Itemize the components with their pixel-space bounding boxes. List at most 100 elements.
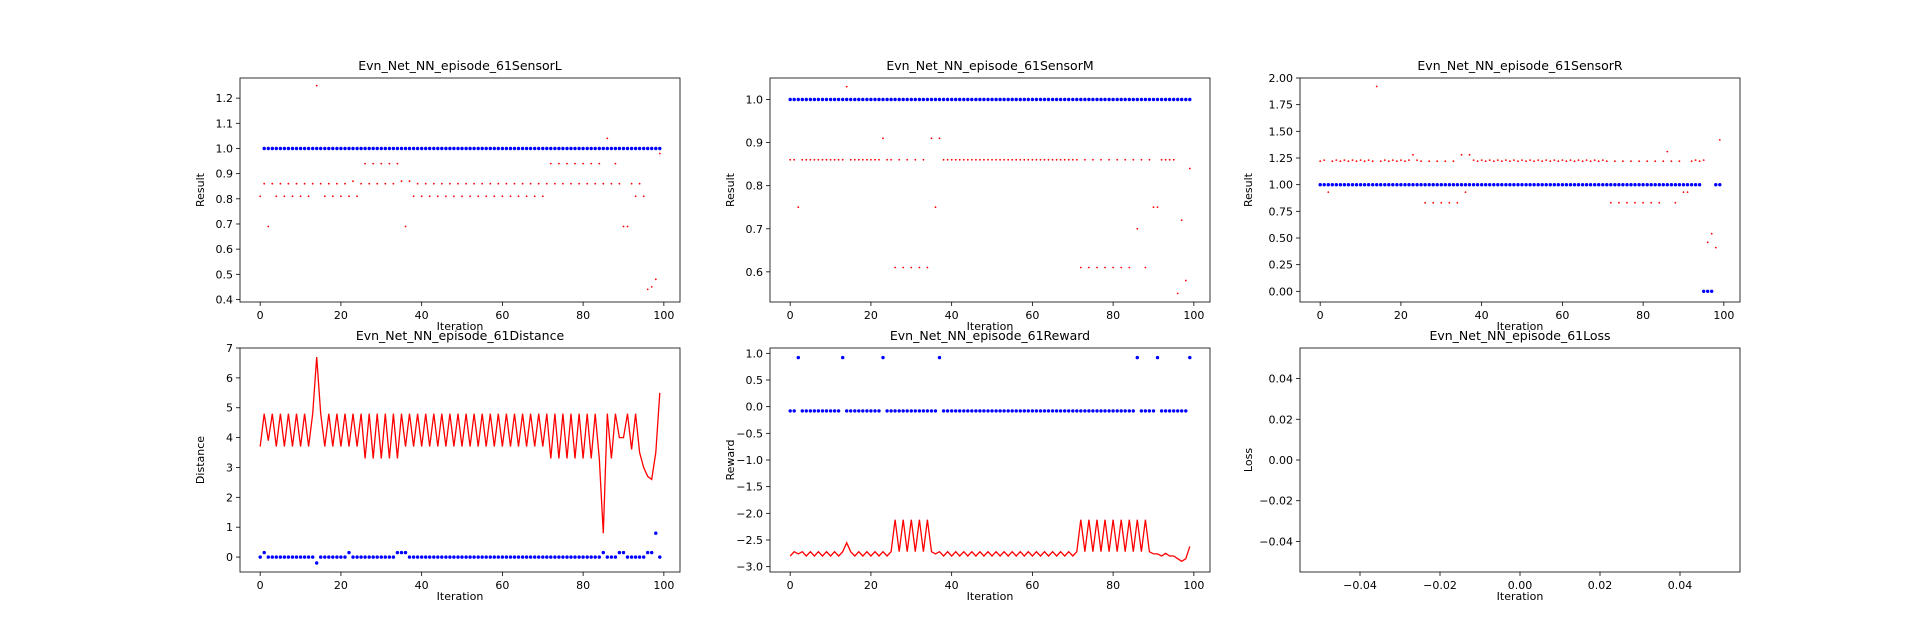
data-point <box>1115 97 1119 102</box>
data-point <box>371 555 375 559</box>
data-point <box>1513 159 1515 162</box>
data-point <box>837 158 840 161</box>
data-point <box>1088 266 1090 269</box>
data-point <box>788 409 792 413</box>
data-point <box>363 555 367 559</box>
data-point <box>1055 158 1058 161</box>
data-point <box>533 195 536 198</box>
data-point <box>1533 160 1535 163</box>
data-point <box>832 97 837 102</box>
data-point <box>918 266 921 269</box>
data-point <box>1626 201 1628 204</box>
y-axis-label: Result <box>724 172 737 207</box>
data-point <box>610 182 613 185</box>
data-point <box>958 97 962 102</box>
data-point <box>1031 158 1034 161</box>
data-point <box>1662 160 1665 163</box>
data-point <box>465 182 467 185</box>
data-point <box>861 97 865 102</box>
data-point <box>873 409 877 413</box>
data-point <box>1588 183 1593 187</box>
data-point <box>885 97 889 102</box>
data-point <box>323 195 326 198</box>
data-point <box>1180 219 1183 222</box>
data-point <box>403 146 408 151</box>
data-point <box>1079 97 1083 102</box>
data-point <box>1131 409 1136 413</box>
y-tick-label: −2.0 <box>736 507 763 520</box>
data-point <box>1111 97 1115 102</box>
data-point <box>424 555 428 559</box>
y-tick-label: 6 <box>226 372 233 385</box>
data-point <box>1006 409 1010 413</box>
data-point <box>1335 159 1338 162</box>
data-point <box>925 97 930 102</box>
y-tick-label: 0.5 <box>746 374 764 387</box>
data-point <box>609 555 614 559</box>
data-point <box>857 158 860 161</box>
y-axis-label: Result <box>1242 172 1255 207</box>
data-point <box>890 158 892 161</box>
data-point <box>298 146 303 151</box>
data-point <box>508 555 513 559</box>
data-point <box>1391 159 1394 162</box>
data-point <box>613 146 618 151</box>
x-axis-label: Iteration <box>967 590 1014 603</box>
x-tick-label: 80 <box>1636 309 1650 322</box>
data-point <box>283 195 286 198</box>
data-point <box>1654 160 1657 163</box>
data-point <box>937 355 942 360</box>
data-point <box>508 146 513 151</box>
y-tick-label: 0.6 <box>746 266 764 279</box>
data-point <box>1018 409 1022 413</box>
data-point <box>921 97 926 102</box>
data-point <box>1496 183 1500 187</box>
data-point <box>282 146 287 151</box>
data-point <box>1006 97 1010 102</box>
data-point <box>1188 97 1192 102</box>
data-point <box>472 555 476 559</box>
data-point <box>933 409 938 413</box>
data-point <box>528 555 533 559</box>
data-point <box>998 409 1002 413</box>
data-point <box>922 158 925 161</box>
data-point <box>424 146 428 151</box>
data-point <box>1521 159 1523 162</box>
data-point <box>824 409 829 413</box>
data-point <box>1622 160 1624 163</box>
data-point <box>581 146 585 151</box>
data-point <box>885 409 889 413</box>
data-point <box>1625 183 1629 187</box>
data-point <box>517 195 520 198</box>
data-point <box>1184 97 1188 102</box>
data-point <box>1621 183 1625 187</box>
data-point <box>658 152 661 155</box>
data-point <box>1638 160 1640 163</box>
data-point <box>416 182 419 185</box>
data-point <box>1601 183 1605 187</box>
data-point <box>869 409 873 413</box>
x-tick-label: 0 <box>257 309 264 322</box>
data-point <box>629 146 634 151</box>
data-point <box>941 409 946 413</box>
data-point <box>889 409 893 413</box>
data-point <box>286 146 291 151</box>
data-point <box>954 97 958 102</box>
data-point <box>343 146 347 151</box>
data-point <box>440 182 443 185</box>
x-tick-label: 100 <box>653 309 674 322</box>
x-tick-label: 80 <box>576 579 590 592</box>
data-point <box>1665 183 1670 187</box>
data-point <box>453 195 455 198</box>
data-point <box>1496 159 1499 162</box>
data-point <box>986 409 990 413</box>
data-point <box>1042 409 1047 413</box>
data-point <box>258 555 262 559</box>
data-point <box>440 146 444 151</box>
data-point <box>978 97 982 102</box>
data-point <box>1367 159 1370 162</box>
data-point <box>590 162 593 165</box>
data-point <box>432 146 436 151</box>
data-point <box>1092 158 1094 161</box>
